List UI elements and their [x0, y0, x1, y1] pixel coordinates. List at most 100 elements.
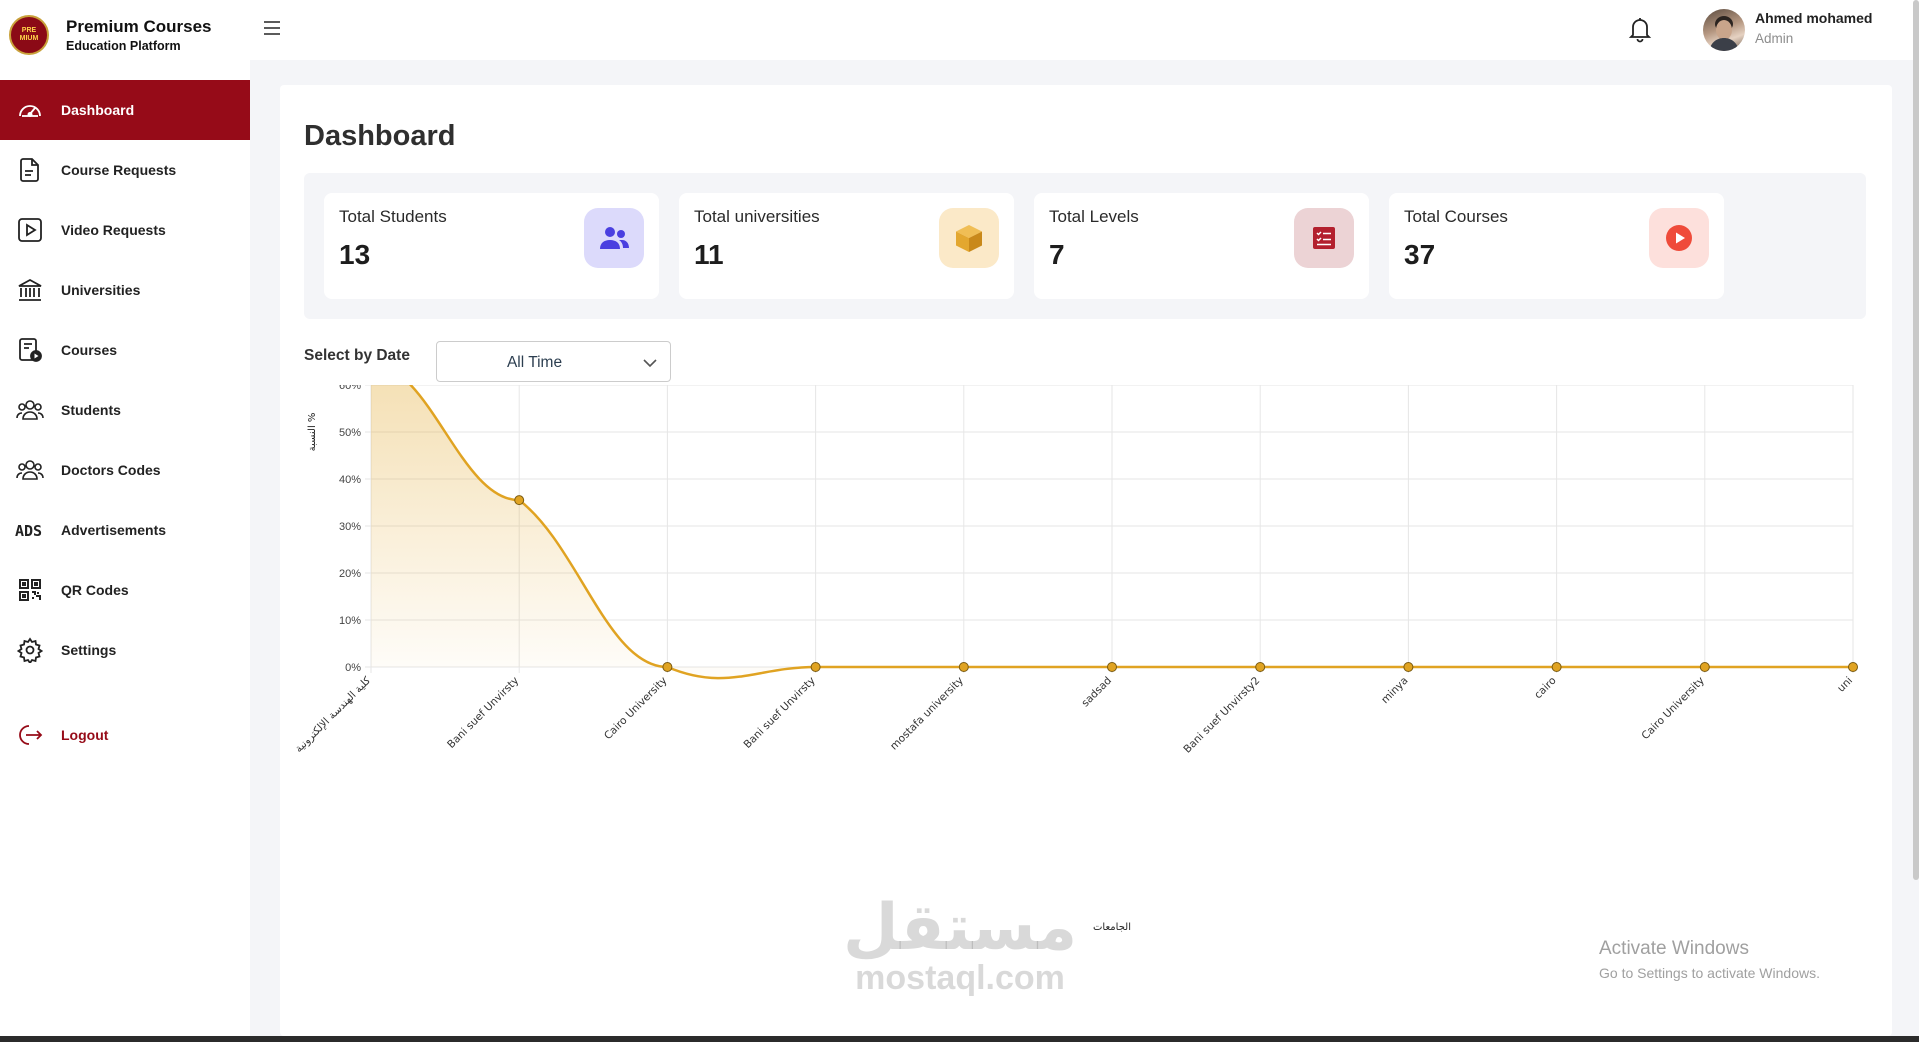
sidebar-item-dashboard[interactable]: Dashboard	[0, 80, 250, 140]
logout-label: Logout	[61, 727, 109, 743]
stat-card-total-levels: Total Levels 7	[1034, 193, 1369, 299]
date-range-select[interactable]: All Time	[436, 341, 671, 382]
doctors-group-icon	[15, 455, 45, 485]
site-watermark-latin: mostaql.com	[855, 959, 1065, 997]
sidebar-nav: Dashboard Course Requests Video Requests…	[0, 80, 250, 765]
chart-data-point	[1107, 662, 1117, 672]
x-tick-label: Cairo University	[602, 675, 670, 743]
stat-card-total-students: Total Students 13	[324, 193, 659, 299]
y-tick-label: 0%	[345, 662, 361, 674]
chart-data-point	[1403, 662, 1414, 672]
y-tick-label: 60%	[339, 385, 361, 392]
svg-text:ADS: ADS	[15, 522, 42, 538]
chart-data-point	[514, 495, 525, 506]
brand-subtitle: Education Platform	[66, 39, 181, 53]
document-icon	[15, 155, 45, 185]
sidebar-item-students[interactable]: Students	[0, 380, 250, 440]
sidebar-item-qr-codes[interactable]: QR Codes	[0, 560, 250, 620]
site-watermark-arabic: مستقل	[843, 891, 1078, 963]
sidebar-item-universities[interactable]: Universities	[0, 260, 250, 320]
sidebar-item-label: Students	[61, 402, 121, 418]
x-tick-label: Bani suef Unvirsty2	[1181, 675, 1262, 756]
y-tick-label: 40%	[339, 474, 361, 486]
sidebar-item-advertisements[interactable]: ADS Advertisements	[0, 500, 250, 560]
windows-activation-title: Activate Windows	[1599, 938, 1749, 959]
play-square-icon	[15, 215, 45, 245]
sidebar-item-settings[interactable]: Settings	[0, 620, 250, 680]
x-tick-label: Bani suef Unvirsty	[742, 675, 818, 751]
ads-icon: ADS	[15, 515, 45, 545]
chart-data-point	[1699, 662, 1710, 672]
date-filter-label: Select by Date	[304, 347, 410, 364]
logout-button[interactable]: Logout	[0, 705, 250, 765]
sidebar-item-label: Universities	[61, 282, 141, 298]
play-circle-icon	[1649, 208, 1709, 268]
sidebar-item-video-requests[interactable]: Video Requests	[0, 200, 250, 260]
stat-label: Total Levels	[1049, 207, 1139, 226]
stat-card-total-universities: Total universities 11	[679, 193, 1014, 299]
user-name: Ahmed mohamed	[1755, 10, 1873, 26]
sidebar-item-label: Course Requests	[61, 162, 177, 178]
chart-data-point	[1255, 662, 1266, 672]
user-role: Admin	[1755, 31, 1794, 46]
x-tick-label: cairo	[1532, 675, 1559, 702]
y-tick-label: 30%	[339, 521, 361, 533]
x-tick-label: Bani suef Unvirsty	[445, 675, 521, 751]
y-tick-label: 50%	[339, 427, 361, 439]
sidebar-item-label: Courses	[61, 342, 118, 358]
stat-value: 37	[1404, 239, 1436, 270]
x-tick-label: mostafa university	[888, 675, 966, 753]
logout-icon	[15, 720, 45, 750]
brand[interactable]: PRE MIUM Premium Courses Education Platfo…	[0, 0, 250, 70]
gear-icon	[15, 635, 45, 665]
sidebar-item-label: Dashboard	[61, 102, 135, 118]
box-icon	[939, 208, 999, 268]
windows-activation-watermark: Activate Windows Go to Settings to activ…	[1599, 938, 1820, 981]
bank-icon	[15, 275, 45, 305]
x-tick-label: minya	[1379, 675, 1410, 706]
page-scrollbar[interactable]	[1913, 0, 1919, 880]
stat-label: Total Students	[339, 207, 447, 226]
qr-code-icon	[15, 575, 45, 605]
chart-data-point	[662, 662, 673, 672]
taskbar-edge	[0, 1036, 1919, 1042]
chart-data-point	[810, 662, 821, 672]
date-range-value: All Time	[506, 354, 563, 371]
chevron-down-icon	[642, 355, 658, 371]
site-watermark: مستقل mostaql.com	[843, 895, 1077, 997]
x-tick-label: كلية الهندسة الإلكترونية	[293, 675, 373, 755]
y-axis-title: النسبة %	[307, 413, 318, 452]
chart-area-fill	[371, 385, 1853, 679]
university-percentage-chart: 0%10%20%30%40%50%60%70%80%90%100%كلية ال…	[293, 385, 1858, 933]
x-tick-label: uni	[1835, 675, 1855, 695]
sidebar-item-course-requests[interactable]: Course Requests	[0, 140, 250, 200]
sidebar: PRE MIUM Premium Courses Education Platfo…	[0, 0, 250, 1036]
windows-activation-subtitle: Go to Settings to activate Windows.	[1599, 965, 1820, 981]
y-tick-label: 10%	[339, 615, 361, 627]
chart-series-line	[408, 385, 1853, 680]
notification-bell-icon[interactable]	[1625, 14, 1655, 44]
stat-value: 13	[339, 239, 371, 270]
top-header: Ahmed mohamed Admin	[250, 0, 1919, 60]
sidebar-item-label: Doctors Codes	[61, 462, 161, 478]
sidebar-item-doctors-codes[interactable]: Doctors Codes	[0, 440, 250, 500]
hamburger-menu-icon[interactable]	[262, 18, 282, 38]
sidebar-item-label: Settings	[61, 642, 117, 658]
stat-value: 11	[694, 239, 724, 270]
x-tick-label: sadsad	[1079, 675, 1114, 710]
chart-data-point	[1848, 662, 1858, 672]
chart-data-point	[1551, 662, 1562, 672]
sidebar-item-label: Advertisements	[61, 522, 167, 538]
sidebar-item-courses[interactable]: Courses	[0, 320, 250, 380]
sidebar-item-label: Video Requests	[61, 222, 166, 238]
students-icon	[15, 395, 45, 425]
y-tick-label: 20%	[339, 568, 361, 580]
checklist-icon	[1294, 208, 1354, 268]
chart-data-point	[958, 662, 969, 672]
stat-value: 7	[1049, 239, 1065, 270]
stat-card-total-courses: Total Courses 37	[1389, 193, 1724, 299]
stat-label: Total universities	[694, 207, 820, 226]
sidebar-item-label: QR Codes	[61, 582, 129, 598]
page-title: Dashboard	[304, 120, 456, 152]
avatar[interactable]	[1703, 9, 1745, 51]
